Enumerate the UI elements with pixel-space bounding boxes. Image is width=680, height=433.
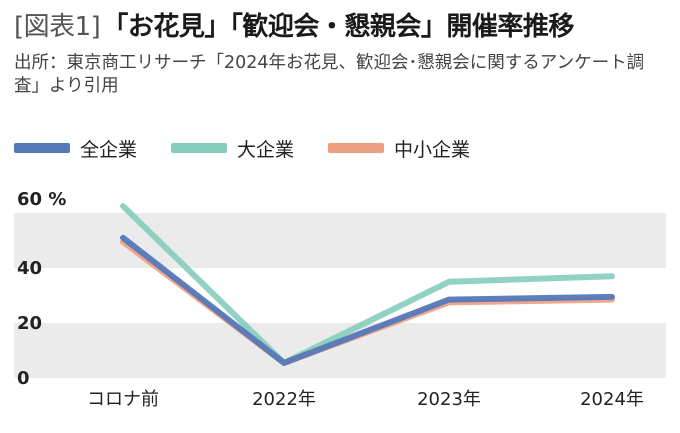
source-note: 出所：東京商工リサーチ「2024年お花見、歓迎会･懇親会に関するアンケート調査」…: [14, 53, 645, 96]
series-line-1: [120, 203, 615, 366]
grid-band: [14, 213, 666, 268]
legend: 全企業 大企業 中小企業: [14, 133, 470, 163]
legend-label-all: 全企業: [80, 138, 138, 161]
grid-band: [14, 323, 666, 378]
y-tick-label: 40: [17, 258, 42, 279]
legend-item-large: 大企業: [171, 135, 294, 162]
title-text: 「お花見」「歓迎会・懇親会」開催率推移: [102, 12, 574, 42]
series-line-0: [120, 234, 615, 366]
x-tick-label: コロナ前: [87, 389, 159, 410]
chart-title: [図表1]「お花見」「歓迎会・懇親会」開催率推移: [14, 6, 574, 43]
y-tick-label: 60 %: [17, 189, 66, 210]
figure-tag: [図表1]: [14, 12, 101, 42]
legend-item-small: 中小企業: [328, 135, 470, 162]
legend-item-all: 全企業: [14, 135, 137, 162]
legend-label-large: 大企業: [237, 138, 295, 161]
x-tick-label: 2024年: [580, 389, 644, 410]
x-tick-label: 2022年: [252, 389, 316, 410]
legend-label-small: 中小企業: [394, 138, 471, 161]
y-tick-label: 20: [17, 313, 42, 334]
legend-swatch-small: [328, 143, 385, 153]
x-tick-label: 2023年: [417, 389, 481, 410]
y-tick-label: 0: [17, 368, 30, 389]
legend-swatch-large: [171, 143, 228, 153]
legend-swatch-all: [14, 143, 70, 153]
